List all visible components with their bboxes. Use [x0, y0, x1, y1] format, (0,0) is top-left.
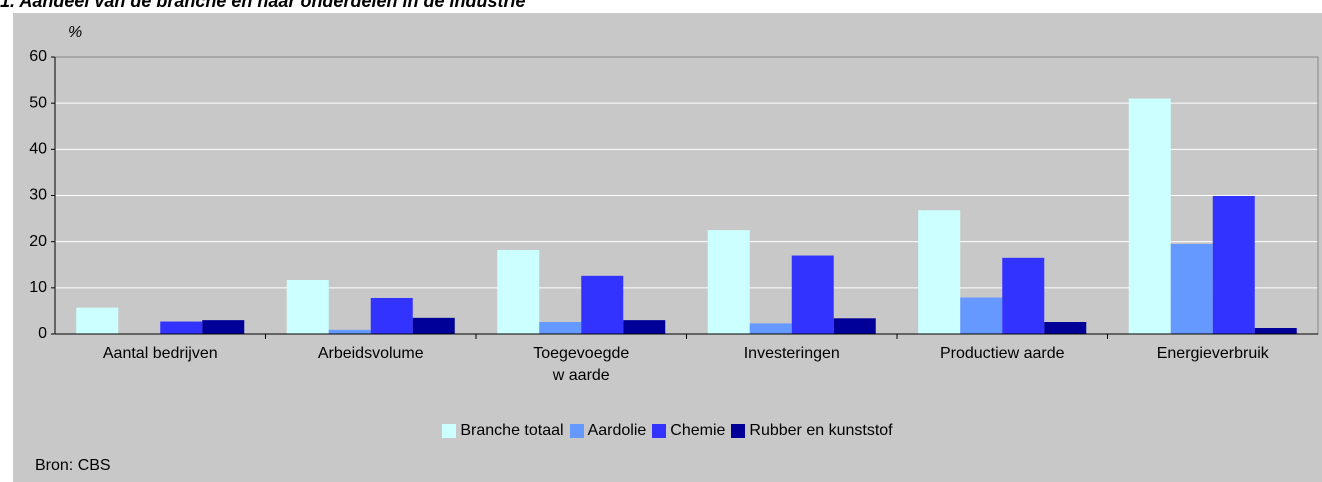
y-tick-label: 10	[29, 279, 47, 296]
bar	[202, 320, 245, 334]
y-axis-label: %	[68, 24, 82, 41]
bar	[160, 321, 203, 334]
legend-swatch	[652, 424, 667, 438]
y-tick-label: 0	[38, 325, 47, 342]
bar	[1212, 195, 1255, 334]
bar	[1044, 321, 1087, 334]
bar	[1170, 243, 1213, 334]
legend-label: Branche totaal	[460, 422, 564, 439]
x-tick-label: Arbeidsvolume	[317, 345, 424, 362]
bar	[1128, 98, 1171, 334]
legend-item: Branche totaal	[442, 422, 564, 440]
x-tick-label: Productiew aarde	[939, 345, 1065, 362]
bar	[749, 323, 792, 334]
y-tick-label: 30	[29, 187, 47, 204]
bar	[370, 297, 413, 334]
y-tick-label: 60	[29, 48, 47, 65]
x-tick-label: Investeringen	[743, 345, 840, 362]
x-tick-label: Aantal bedrijven	[102, 345, 218, 362]
bar	[1254, 327, 1297, 334]
bar	[623, 320, 666, 334]
source: Bron: CBS	[35, 457, 111, 474]
legend-label: Aardolie	[587, 422, 647, 439]
bar	[960, 297, 1003, 334]
y-tick-label: 40	[29, 141, 47, 158]
y-tick-label: 20	[29, 233, 47, 250]
bar	[791, 255, 834, 334]
legend-item: Chemie	[652, 422, 725, 440]
bar	[581, 275, 624, 334]
x-tick-label: Toegevoegde w aarde	[533, 345, 630, 384]
legend-item: Rubber en kunststof	[731, 422, 893, 440]
legend-label: Rubber en kunststof	[749, 422, 893, 439]
bar	[707, 230, 750, 334]
chart-background	[13, 13, 1322, 482]
bar	[833, 318, 876, 334]
legend-item: Aardolie	[569, 422, 647, 440]
bar	[412, 317, 455, 334]
legend-swatch	[731, 424, 746, 438]
legend-label: Chemie	[670, 422, 726, 439]
legend: Branche totaal Aardolie Chemie Rubber en ku…	[13, 422, 1322, 440]
x-tick-label: Energieverbruik	[1156, 345, 1269, 362]
chart-title: 1. Aandeel van de branche en haar onderd…	[0, 0, 525, 11]
legend-swatch	[442, 424, 457, 438]
bar	[286, 279, 329, 334]
bar	[918, 210, 961, 334]
bar	[1002, 257, 1045, 334]
legend-swatch	[569, 424, 584, 438]
bar	[76, 307, 119, 334]
bar	[328, 329, 371, 334]
bar	[539, 321, 582, 334]
bar	[497, 249, 540, 334]
y-tick-label: 50	[29, 94, 47, 111]
